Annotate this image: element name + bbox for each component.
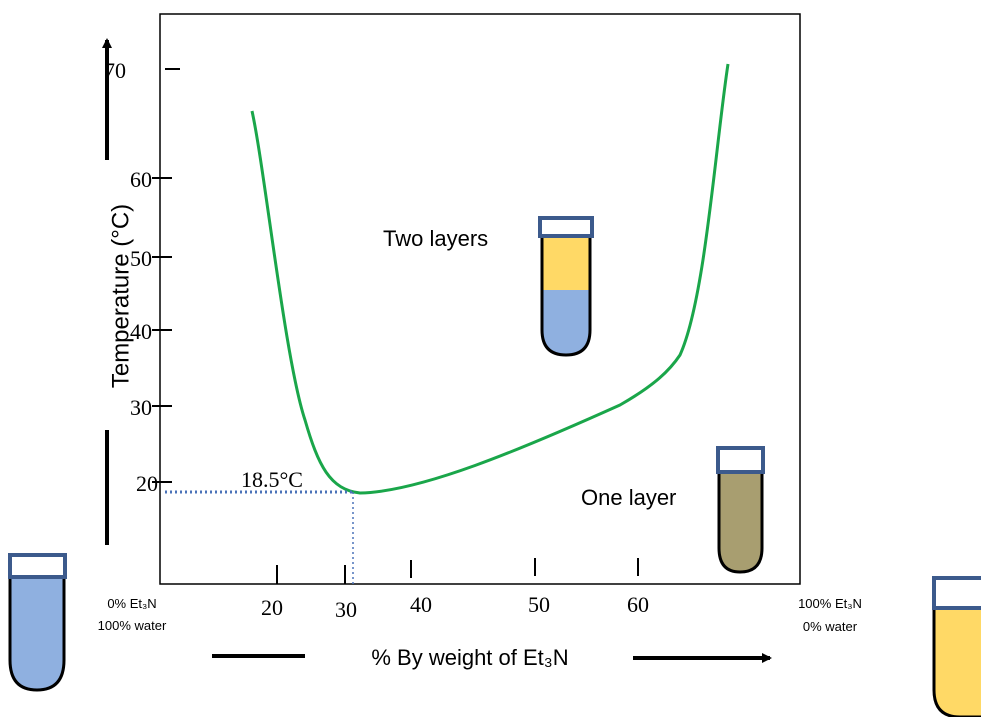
x-tick-label: 30 (335, 597, 357, 622)
y-tick-label: 30 (130, 395, 152, 420)
x-tick-label: 60 (627, 592, 649, 617)
x-tick-label: 20 (261, 595, 283, 620)
x-ticks: 20 30 40 50 60 (261, 558, 649, 622)
y-ticks: 70 60 50 40 30 20 (104, 58, 180, 496)
tube-one-layer (716, 446, 765, 574)
y-axis-label: Temperature (°C) (107, 204, 134, 388)
x-axis-label: % By weight of Et₃N (371, 645, 568, 670)
region-label: One layer (581, 485, 676, 510)
y-tick-label: 40 (130, 319, 152, 344)
x-tick-label: 40 (410, 592, 432, 617)
y-tick-label: 60 (130, 167, 152, 192)
region-label: Two layers (383, 226, 488, 251)
tube-two-layers (538, 216, 594, 357)
end-label: 0% water (803, 619, 858, 634)
plot-frame (159, 13, 801, 585)
y-tick-label: 70 (104, 58, 126, 83)
critical-temp-label: 18.5°C (241, 467, 303, 492)
end-label: 100% Et₃N (798, 596, 862, 611)
y-tick-label: 20 (136, 471, 158, 496)
tube-et3n (932, 576, 981, 717)
end-label: 0% Et₃N (107, 596, 156, 611)
coexistence-curve (250, 63, 730, 495)
tube-water (8, 553, 67, 692)
y-tick-label: 50 (130, 246, 152, 271)
x-tick-label: 50 (528, 592, 550, 617)
end-label: 100% water (98, 618, 167, 633)
